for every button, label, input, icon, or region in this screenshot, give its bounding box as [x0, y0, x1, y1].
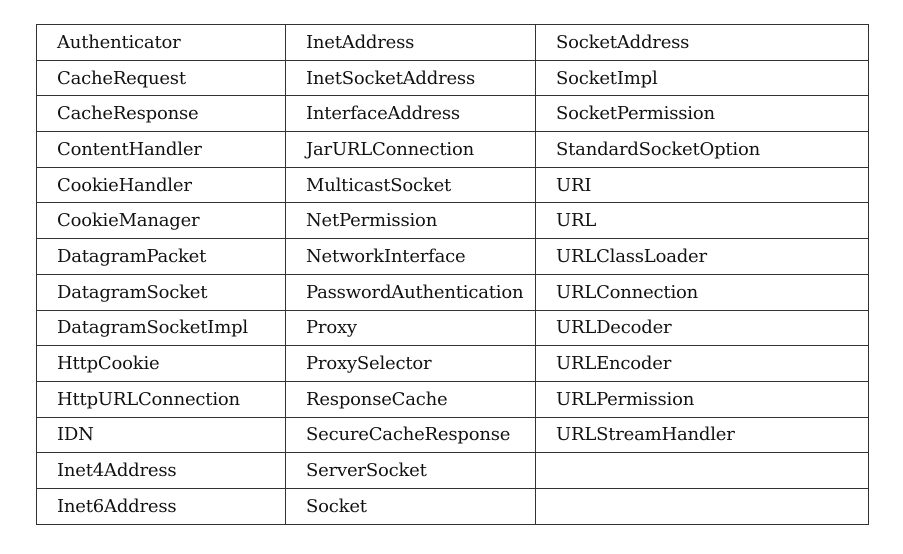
class-list-table: Authenticator InetAddress SocketAddress Cac…	[36, 24, 869, 525]
table-cell: Inet4Address	[36, 452, 286, 489]
table-cell: Proxy	[285, 309, 536, 347]
table-cell	[535, 452, 869, 489]
table-row: CookieHandler MulticastSocket URI	[36, 166, 869, 204]
table-cell: Inet6Address	[36, 487, 286, 525]
table-cell: InterfaceAddress	[285, 95, 536, 133]
table-cell: IDN	[36, 416, 286, 454]
table-row: HttpCookie ProxySelector URLEncoder	[36, 345, 869, 382]
table-cell: DatagramSocketImpl	[36, 309, 286, 347]
table-row: DatagramSocketImpl Proxy URLDecoder	[36, 309, 869, 347]
table-cell: URLDecoder	[535, 309, 869, 347]
table-cell: URLEncoder	[535, 345, 869, 382]
table-row: CacheRequest InetSocketAddress SocketImpl	[36, 59, 869, 97]
table-cell: CookieManager	[36, 202, 286, 240]
table-row: ContentHandler JarURLConnection StandardSo…	[36, 131, 869, 168]
table-row: CacheResponse InterfaceAddress SocketPermi…	[36, 95, 869, 133]
table-cell: JarURLConnection	[285, 131, 536, 168]
table-cell: CookieHandler	[36, 166, 286, 204]
table-cell: ResponseCache	[285, 380, 536, 418]
table-cell: URLClassLoader	[535, 238, 869, 275]
table-body: Authenticator InetAddress SocketAddress Cac…	[36, 24, 869, 525]
table-cell: Authenticator	[36, 24, 286, 61]
table-cell: HttpURLConnection	[36, 380, 286, 418]
table-cell: InetSocketAddress	[285, 59, 536, 97]
table-cell: Socket	[285, 487, 536, 525]
table-cell: URLConnection	[535, 273, 869, 311]
table-cell: PasswordAuthentication	[285, 273, 536, 311]
table-cell	[535, 487, 869, 525]
table-row: HttpURLConnection ResponseCache URLPermiss…	[36, 380, 869, 418]
table-row: Inet4Address ServerSocket	[36, 452, 869, 489]
table-cell: NetPermission	[285, 202, 536, 240]
table-cell: HttpCookie	[36, 345, 286, 382]
table-cell: DatagramPacket	[36, 238, 286, 275]
table-row: IDN SecureCacheResponse URLStreamHandler	[36, 416, 869, 454]
table-cell: StandardSocketOption	[535, 131, 869, 168]
table-cell: CacheRequest	[36, 59, 286, 97]
table-cell: MulticastSocket	[285, 166, 536, 204]
table-cell: NetworkInterface	[285, 238, 536, 275]
table-cell: SocketImpl	[535, 59, 869, 97]
table-cell: URI	[535, 166, 869, 204]
table-cell: InetAddress	[285, 24, 536, 61]
table-cell: ContentHandler	[36, 131, 286, 168]
table-cell: SecureCacheResponse	[285, 416, 536, 454]
table-cell: DatagramSocket	[36, 273, 286, 311]
table-cell: URLStreamHandler	[535, 416, 869, 454]
table-row: CookieManager NetPermission URL	[36, 202, 869, 240]
table-row: Authenticator InetAddress SocketAddress	[36, 24, 869, 61]
table-cell: SocketAddress	[535, 24, 869, 61]
table-row: DatagramSocket PasswordAuthentication URLC…	[36, 273, 869, 311]
table-cell: ProxySelector	[285, 345, 536, 382]
table-row: DatagramPacket NetworkInterface URLClassLo…	[36, 238, 869, 275]
table-cell: URLPermission	[535, 380, 869, 418]
table-cell: CacheResponse	[36, 95, 286, 133]
table-row: Inet6Address Socket	[36, 487, 869, 525]
table-cell: ServerSocket	[285, 452, 536, 489]
table-cell: SocketPermission	[535, 95, 869, 133]
table-cell: URL	[535, 202, 869, 240]
